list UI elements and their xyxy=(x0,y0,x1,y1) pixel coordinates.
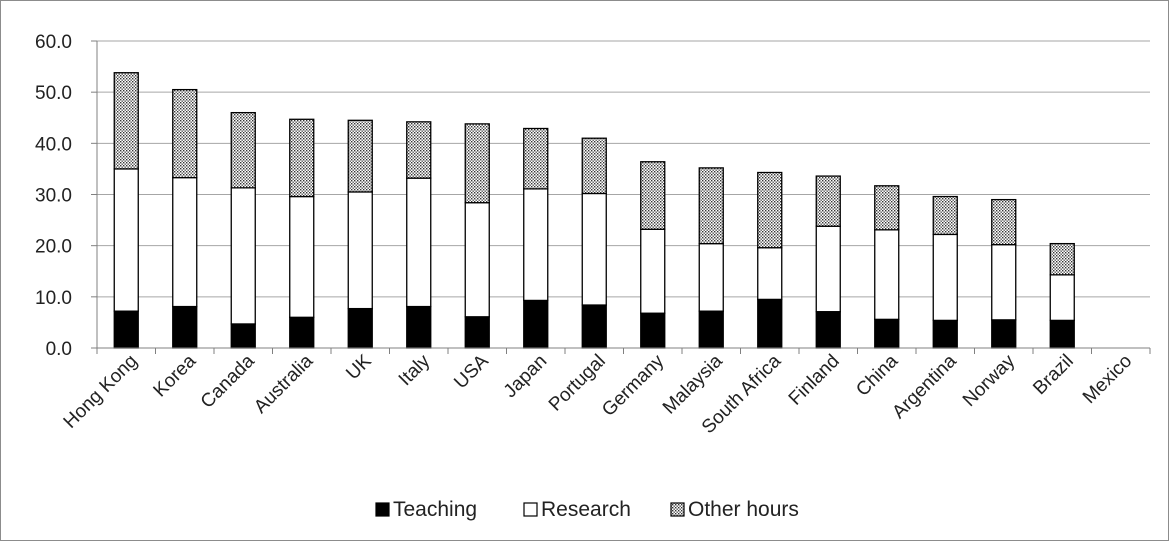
bar-segment-teaching xyxy=(289,316,315,349)
x-tick-label: Korea xyxy=(150,350,201,401)
x-tick-label: Norway xyxy=(959,350,1020,411)
bar-segment-other-hours xyxy=(581,137,607,195)
x-tick-label: Mexico xyxy=(1079,351,1136,408)
legend: Teaching Research Other hours xyxy=(375,498,799,521)
bar-segment-teaching xyxy=(640,312,666,349)
bar-segment-research xyxy=(113,168,139,312)
x-tick-label: Finland xyxy=(785,351,844,410)
bar-segment-other-hours xyxy=(757,171,783,249)
bar-segment-other-hours xyxy=(932,195,958,236)
bar-segment-other-hours xyxy=(991,198,1017,246)
x-tick-label: Australia xyxy=(250,350,317,417)
bar-segment-research xyxy=(289,195,315,318)
legend-label-teaching: Teaching xyxy=(393,498,477,521)
x-tick-label: China xyxy=(852,350,902,400)
bar-segment-teaching xyxy=(757,298,783,349)
bar-segment-research xyxy=(172,176,198,308)
bar-segment-research xyxy=(874,229,900,320)
bar-segment-other-hours xyxy=(230,111,256,189)
x-tick-label: Germany xyxy=(598,350,668,420)
bar-segment-teaching xyxy=(991,319,1017,349)
bar-segment-other-hours xyxy=(1049,242,1075,276)
bar-segment-teaching xyxy=(932,319,958,349)
bar-segment-research xyxy=(347,191,373,310)
legend-swatch-teaching xyxy=(375,502,390,517)
bar-segment-other-hours xyxy=(347,119,373,193)
bar-segment-research xyxy=(523,188,549,302)
bar-segment-other-hours xyxy=(874,185,900,231)
bar-segment-teaching xyxy=(406,305,432,349)
y-axis-tick-labels: 0.0 10.0 20.0 30.0 40.0 50.0 60.0 xyxy=(35,32,72,360)
bar-segment-other-hours xyxy=(406,121,432,179)
bar-segment-other-hours xyxy=(698,167,724,245)
bar-segment-research xyxy=(581,192,607,306)
bar-segment-research xyxy=(757,247,783,301)
bar-segment-teaching xyxy=(815,311,841,349)
bar-segment-teaching xyxy=(464,316,490,349)
y-tick-label: 10.0 xyxy=(35,288,72,309)
x-tick-label: USA xyxy=(450,350,493,393)
bar-segment-research xyxy=(991,243,1017,321)
bar-segment-research xyxy=(230,187,256,325)
bar-segment-teaching xyxy=(113,310,139,349)
x-tick-label: Argentina xyxy=(888,350,961,423)
legend-swatch-research xyxy=(523,502,538,517)
bar-segment-other-hours xyxy=(464,123,490,204)
bar-segment-other-hours xyxy=(523,127,549,190)
x-tick-label: Brazil xyxy=(1029,351,1077,399)
y-tick-label: 30.0 xyxy=(35,186,72,207)
gridlines xyxy=(97,40,1150,298)
bar-segment-teaching xyxy=(347,307,373,349)
bar-segment-teaching xyxy=(581,304,607,349)
legend-label-research: Research xyxy=(541,498,631,521)
bar-segment-other-hours xyxy=(640,161,666,230)
bar-segment-teaching xyxy=(230,323,256,349)
bar-segment-research xyxy=(815,225,841,313)
y-tick-label: 0.0 xyxy=(46,339,72,360)
bar-segment-other-hours xyxy=(815,175,841,227)
bar-segment-research xyxy=(932,233,958,322)
bar-segment-other-hours xyxy=(289,118,315,198)
legend-swatch-other-hours xyxy=(670,502,685,517)
bar-segment-teaching xyxy=(874,318,900,349)
bar-segment-teaching xyxy=(523,299,549,349)
bar-segment-other-hours xyxy=(113,72,139,170)
bar-segment-teaching xyxy=(698,310,724,349)
axes xyxy=(91,40,1151,354)
y-tick-label: 60.0 xyxy=(35,32,72,53)
y-tick-label: 50.0 xyxy=(35,83,72,104)
x-tick-label: UK xyxy=(342,350,376,384)
bar-segment-teaching xyxy=(1049,319,1075,349)
bar-segment-teaching xyxy=(172,305,198,349)
y-tick-label: 20.0 xyxy=(35,237,72,258)
x-tick-label: Japan xyxy=(500,351,551,402)
bar-segment-research xyxy=(698,242,724,312)
bars xyxy=(113,72,1075,349)
bar-segment-research xyxy=(1049,274,1075,322)
bar-segment-research xyxy=(406,177,432,308)
bar-segment-research xyxy=(464,202,490,318)
x-tick-label: Hong Kong xyxy=(60,351,142,433)
y-tick-label: 40.0 xyxy=(35,134,72,155)
x-tick-label: Italy xyxy=(395,350,435,390)
legend-label-other-hours: Other hours xyxy=(688,498,799,521)
bar-segment-research xyxy=(640,228,666,314)
bar-segment-other-hours xyxy=(172,88,198,179)
